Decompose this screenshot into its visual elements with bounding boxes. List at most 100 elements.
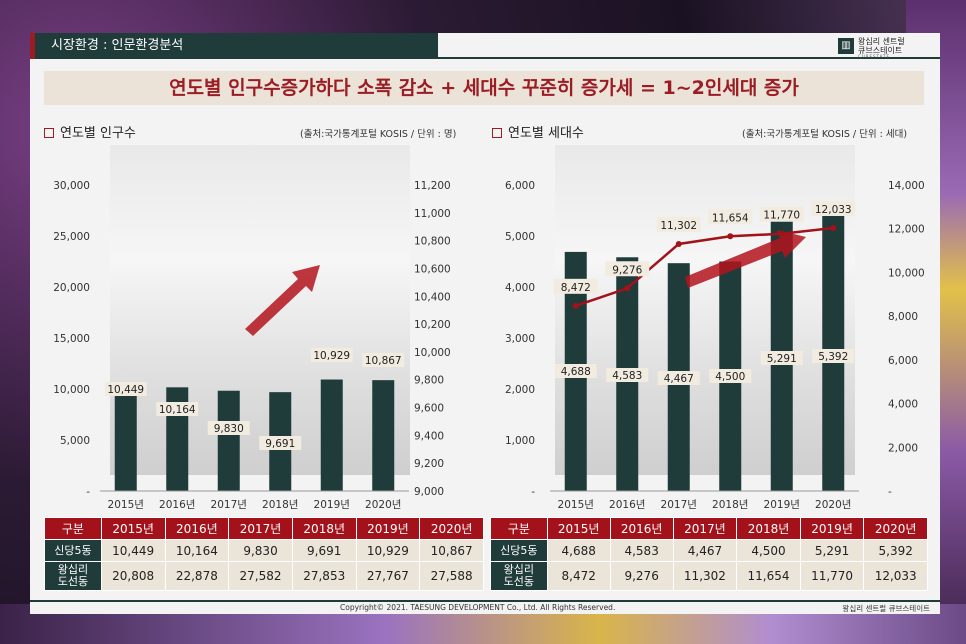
table-row: 왕십리 도선동 20,808 22,878 27,582 27,853 27,767 27,5…: [44, 561, 484, 591]
chart2-line-label: 11,654: [712, 212, 749, 224]
square-bullet-icon: [492, 128, 502, 138]
chart1-right-tick: 10,400: [414, 291, 451, 303]
chart2-left-tick: -: [531, 486, 535, 498]
chart1-bar-label: 10,449: [107, 384, 144, 396]
chart1-right-tick: 9,600: [414, 403, 444, 415]
chart1-bar: [320, 379, 343, 491]
chart1-left-tick: 20,000: [53, 282, 90, 294]
chart1-bar-label-bg: [156, 402, 199, 416]
footer-brand: 왕십리 센트럴 큐브스테이트: [842, 604, 930, 613]
chart2-x-tick: 2017년: [661, 499, 697, 511]
chart1-bar-label: 10,867: [365, 355, 402, 367]
chart1-bar-label: 9,691: [265, 438, 295, 450]
table-row: 신당5동 10,449 10,164 9,830 9,691 10,929 10,867: [44, 539, 484, 562]
chart1-right-tick: 9,400: [414, 430, 444, 442]
headline: 연도별 인구수증가하다 소폭 감소 + 세대수 꾸준히 증가세 = 1~2인세대…: [44, 71, 924, 105]
household-table-cell: 4,688: [546, 539, 611, 562]
chart1-left-tick: 30,000: [53, 180, 90, 192]
population-table-cell: 27,767: [355, 561, 421, 591]
chart2: - 1,000 2,000 3,000 4,000 5,000 6,000 - 2,000 4,0…: [480, 141, 940, 534]
population-table-cell: 10,164: [164, 539, 230, 562]
section-title: 시장환경 : 인문환경분석: [30, 33, 438, 59]
chart2-x-tick: 2019년: [764, 499, 800, 511]
table-row: 왕십리 도선동 8,472 9,276 11,302 11,654 11,770 12,033: [490, 561, 928, 591]
chart1-bar-label-bg: [259, 436, 302, 450]
population-table-header-cell: 2017년: [228, 517, 293, 540]
chart1-x-tick: 2016년: [159, 499, 195, 511]
chart1-background-photo: [110, 145, 410, 475]
population-table-row-label: 신당5동: [44, 539, 102, 562]
chart2-line-label-bg: [708, 209, 753, 225]
brand-logo: ▥ 왕십리 센트럴 큐브스테이트 CUBESTATE: [838, 36, 938, 59]
chart1-x-tick: 2020년: [365, 499, 401, 511]
chart1: - 5,000 10,000 15,000 20,000 25,000 30,000 9,00…: [30, 141, 480, 534]
household-table-header-cell: 구분: [490, 517, 548, 540]
chart1-x-tick: 2018년: [262, 499, 298, 511]
chart2-line-label-bg: [811, 200, 856, 216]
chart2-left-tick: 6,000: [505, 180, 535, 192]
chart2-x-tick: 2020년: [815, 499, 851, 511]
household-table-cell: 5,291: [799, 539, 865, 562]
population-table: 구분 2015년 2016년 2017년 2018년 2019년 2020년 신당5동 10,4…: [44, 517, 484, 591]
chart1-title-text: 연도별 인구수: [60, 126, 136, 141]
logo-line1: 왕십리 센트럴: [858, 37, 905, 46]
chart2-svg: - 1,000 2,000 3,000 4,000 5,000 6,000 - 2,000 4,0…: [505, 180, 925, 534]
population-table-header-row: 구분 2015년 2016년 2017년 2018년 2019년 2020년: [44, 517, 484, 540]
chart2-left-tick: 3,000: [505, 333, 535, 345]
chart2-x-tick: 2018년: [712, 499, 748, 511]
chart1-right-tick: 10,800: [414, 236, 451, 248]
chart2-line-point: [572, 302, 579, 309]
chart1-right-tick: 9,200: [414, 458, 444, 470]
chart1-x-tick: 2019년: [314, 499, 350, 511]
chart1-right-tick: 10,200: [414, 319, 451, 331]
chart2-left-tick: 1,000: [505, 435, 535, 447]
chart1-left-tick: 25,000: [53, 231, 90, 243]
chart1-right-tick: 10,000: [414, 347, 451, 359]
chart1-bar: [217, 390, 240, 491]
chart1-x-tick: 2017년: [211, 499, 247, 511]
chart2-x-tick: 2015년: [558, 499, 594, 511]
chart1-source: (출처:국가통계포털 KOSIS / 단위 : 명): [300, 129, 457, 140]
household-table-header-cell: 2019년: [799, 517, 865, 540]
household-table-cell: 4,467: [672, 539, 738, 562]
chart2-left-tick: 2,000: [505, 384, 535, 396]
chart1-bar: [114, 384, 137, 491]
household-table: 구분 2015년 2016년 2017년 2018년 2019년 2020년 신당5동 4,68…: [490, 517, 928, 591]
chart2-bar-label-bg: [709, 369, 752, 383]
chart2-line-label-bg: [759, 206, 804, 222]
chart1-x-tick: 2015년: [108, 499, 144, 511]
chart2-source: (출처:국가통계포털 KOSIS / 단위 : 세대): [742, 129, 908, 140]
chart2-right-tick: 10,000: [888, 267, 925, 279]
chart1-bar-label: 10,164: [159, 404, 196, 416]
footer-rule: [30, 600, 940, 602]
population-table-header-cell: 2015년: [100, 517, 166, 540]
population-table-cell: 10,449: [100, 539, 166, 562]
chart2-line-point: [778, 230, 785, 237]
chart2-line-label: 11,770: [763, 210, 800, 222]
chart2-line-point: [727, 233, 734, 240]
population-table-header-cell: 2020년: [419, 517, 484, 540]
chart2-line-label-bg: [605, 261, 650, 277]
square-bullet-icon: [44, 128, 54, 138]
population-table-cell: 22,878: [164, 561, 230, 591]
chart1-trend-arrow-icon: [245, 265, 320, 336]
population-table-header-cell: 구분: [44, 517, 102, 540]
chart1-right-tick: 9,800: [414, 375, 444, 387]
chart2-bar-label-bg: [760, 351, 803, 365]
chart2-title-text: 연도별 세대수: [508, 126, 584, 141]
chart2-trend-arrow-icon: [685, 230, 806, 288]
chart2-left-tick: 5,000: [505, 231, 535, 243]
chart2-line-label: 12,033: [815, 204, 852, 216]
chart2-bar-label: 4,467: [664, 373, 694, 385]
household-table-row-label: 신당5동: [490, 539, 548, 562]
chart2-right-tick: 8,000: [888, 311, 918, 323]
household-table-cell: 4,583: [609, 539, 674, 562]
population-table-cell: 20,808: [100, 561, 166, 591]
chart2-line-label-bg: [656, 216, 701, 232]
chart1-bar-label-bg: [362, 353, 405, 367]
population-table-cell: 27,853: [291, 561, 357, 591]
population-table-cell: 10,929: [355, 539, 421, 562]
population-table-header-cell: 2019년: [355, 517, 421, 540]
chart1-bar-label-bg: [104, 382, 147, 396]
household-table-cell: 11,770: [799, 561, 865, 591]
